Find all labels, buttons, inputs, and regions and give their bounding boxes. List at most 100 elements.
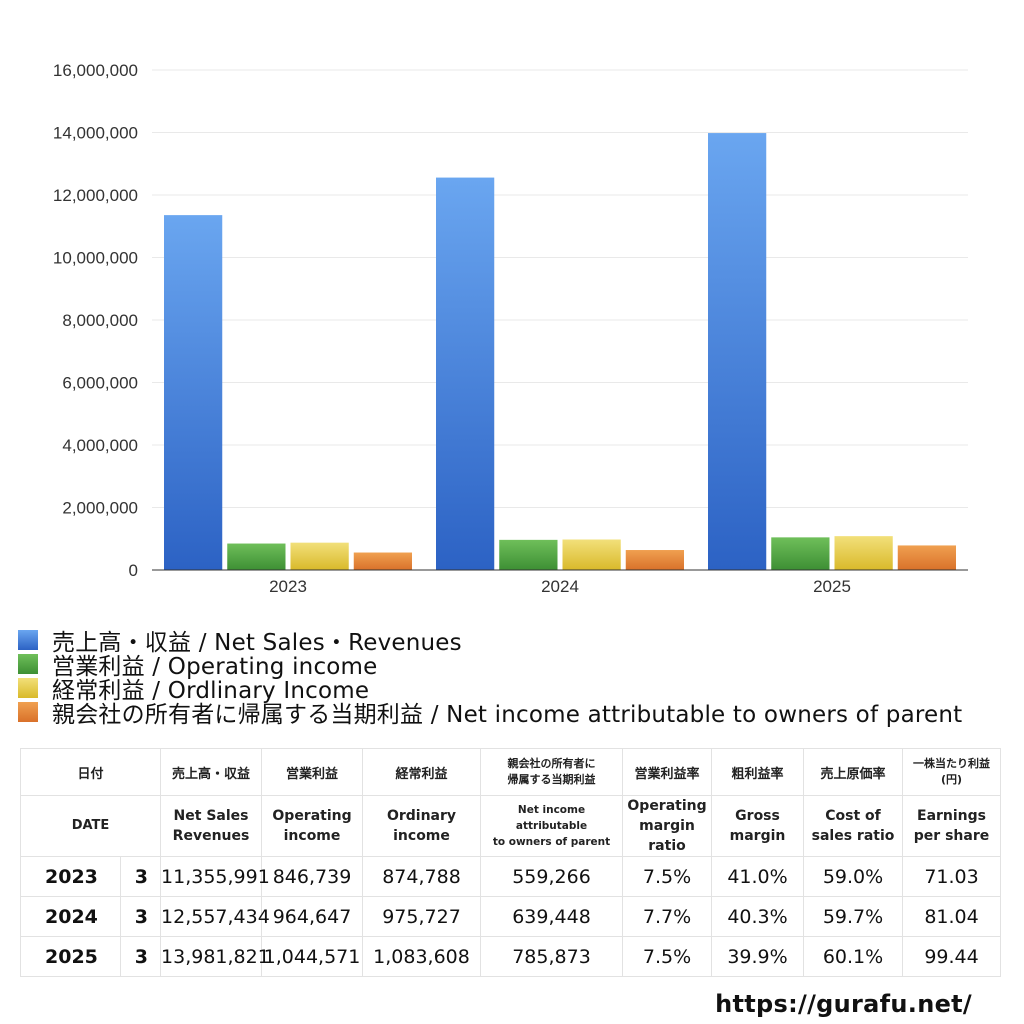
bar-ordinary-income-2025 bbox=[834, 536, 893, 570]
header-ordinary-en-line1: Ordinary bbox=[386, 808, 457, 824]
bar-net-sales-2025 bbox=[708, 133, 767, 570]
bar-net-income-2024 bbox=[625, 550, 684, 570]
legend-swatch-net-sales bbox=[18, 630, 38, 650]
header-net-income-en: Net income attributable to owners of par… bbox=[480, 795, 624, 857]
bar-operating-income-2023 bbox=[227, 543, 286, 570]
y-tick-label: 6,000,000 bbox=[62, 374, 138, 393]
header-ordinary-ja: 経常利益 bbox=[362, 748, 482, 796]
header-net-income-ja-line1: 親会社の所有者に bbox=[507, 757, 596, 770]
cell-op-margin: 7.5% bbox=[622, 856, 713, 897]
header-gross-margin-ja: 粗利益率 bbox=[711, 748, 805, 796]
legend: 売上高・収益 / Net Sales・Revenues 営業利益 / Opera… bbox=[18, 628, 962, 728]
financial-table: 日付 売上高・収益 営業利益 経常利益 親会社の所有者に 帰属する当期利益 営業… bbox=[19, 748, 1002, 977]
cell-gross-margin: 41.0% bbox=[711, 856, 805, 897]
y-tick-label: 12,000,000 bbox=[53, 186, 138, 205]
table-row: 2024 3 12,557,434 964,647 975,727 639,44… bbox=[20, 896, 1002, 937]
header-operating-en-line1: Operating bbox=[272, 808, 352, 824]
header-ordinary-en-line2: income bbox=[393, 828, 450, 844]
header-op-margin-ja: 営業利益率 bbox=[622, 748, 713, 796]
y-tick-label: 10,000,000 bbox=[53, 249, 138, 268]
grid-lines bbox=[152, 69, 968, 508]
legend-swatch-ordinary-income bbox=[18, 678, 38, 698]
header-op-margin-en-line1: Operating bbox=[627, 798, 707, 814]
bars bbox=[164, 133, 956, 570]
header-eps-en-line2: per share bbox=[913, 828, 990, 844]
cell-op-margin: 7.7% bbox=[622, 896, 713, 937]
legend-swatch-net-income bbox=[18, 702, 38, 722]
cell-cost-ratio: 59.7% bbox=[803, 896, 904, 937]
cell-op-margin: 7.5% bbox=[622, 936, 713, 977]
table-row: 2025 3 13,981,821 1,044,571 1,083,608 78… bbox=[20, 936, 1002, 977]
header-eps-en-line1: Earnings bbox=[917, 808, 987, 824]
cell-net-income: 785,873 bbox=[480, 936, 624, 977]
bar-ordinary-income-2023 bbox=[290, 542, 349, 570]
header-sales-ja: 売上高・収益 bbox=[160, 748, 263, 796]
bar-chart: 0 2,000,000 4,000,000 6,000,000 8,000,000 10,… bbox=[53, 61, 968, 596]
legend-item-ordinary-income: 経常利益 / Ordlinary Income bbox=[18, 676, 962, 704]
cell-operating: 1,044,571 bbox=[261, 936, 364, 977]
cell-net-income: 559,266 bbox=[480, 856, 624, 897]
legend-item-net-sales: 売上高・収益 / Net Sales・Revenues bbox=[18, 628, 962, 656]
legend-item-operating-income: 営業利益 / Operating income bbox=[18, 652, 962, 680]
header-eps-ja: 一株当たり利益 (円) bbox=[902, 748, 1002, 796]
cell-sales: 12,557,434 bbox=[160, 896, 270, 937]
cell-ordinary: 874,788 bbox=[362, 856, 482, 897]
header-ordinary-en: Ordinary income bbox=[362, 795, 482, 857]
y-tick-label: 2,000,000 bbox=[62, 499, 138, 518]
y-tick-label: 8,000,000 bbox=[62, 311, 138, 330]
header-cost-ratio-en: Cost of sales ratio bbox=[803, 795, 904, 857]
header-net-income-en-line1: Net income attributable bbox=[515, 804, 588, 832]
bar-net-income-2023 bbox=[353, 552, 412, 570]
cell-year: 2024 bbox=[20, 896, 121, 937]
header-net-income-ja: 親会社の所有者に 帰属する当期利益 bbox=[480, 748, 624, 796]
x-tick-label: 2025 bbox=[813, 577, 851, 596]
header-operating-en: Operating income bbox=[261, 795, 364, 857]
bar-operating-income-2025 bbox=[771, 537, 830, 570]
table-row: 2023 3 11,355,991 846,739 874,788 559,26… bbox=[20, 856, 1002, 897]
cell-sales: 13,981,821 bbox=[160, 936, 270, 977]
header-sales-en-line1: Net Sales bbox=[173, 808, 249, 824]
header-cost-ratio-ja: 売上原価率 bbox=[803, 748, 904, 796]
cell-ordinary: 1,083,608 bbox=[362, 936, 482, 977]
legend-label: 親会社の所有者に帰属する当期利益 / Net income attributab… bbox=[52, 702, 963, 728]
y-tick-label: 16,000,000 bbox=[53, 61, 138, 80]
header-sales-en-line2: Revenues bbox=[172, 828, 250, 844]
header-cost-ratio-en-line1: Cost of bbox=[825, 808, 881, 824]
y-tick-label: 0 bbox=[129, 561, 138, 580]
header-date-en: DATE bbox=[19, 795, 162, 857]
header-operating-en-line2: income bbox=[283, 828, 341, 844]
legend-label: 営業利益 / Operating income bbox=[52, 654, 378, 680]
header-gross-margin-en: Gross margin bbox=[711, 795, 805, 857]
cell-operating: 846,739 bbox=[261, 856, 364, 897]
cell-eps: 99.44 bbox=[902, 936, 1002, 977]
header-gross-margin-en-line1: Gross bbox=[735, 808, 780, 824]
cell-ordinary: 975,727 bbox=[362, 896, 482, 937]
table-header-english: DATE Net Sales Revenues Operating income… bbox=[19, 795, 1002, 857]
bar-net-sales-2023 bbox=[164, 215, 223, 570]
header-eps-en: Earnings per share bbox=[902, 795, 1002, 857]
cell-eps: 81.04 bbox=[902, 896, 1002, 937]
header-sales-en: Net Sales Revenues bbox=[160, 795, 263, 857]
bar-net-sales-2024 bbox=[436, 177, 495, 570]
bar-operating-income-2024 bbox=[499, 539, 558, 570]
header-eps-ja-line1: 一株当たり利益 bbox=[913, 757, 991, 770]
cell-operating: 964,647 bbox=[261, 896, 364, 937]
header-op-margin-en-line2: margin bbox=[639, 818, 695, 834]
cell-year: 2025 bbox=[20, 936, 121, 977]
header-net-income-ja-line2: 帰属する当期利益 bbox=[507, 773, 596, 786]
bar-net-income-2025 bbox=[897, 545, 956, 570]
header-op-margin-en-line3: ratio bbox=[648, 838, 686, 854]
legend-label: 経常利益 / Ordlinary Income bbox=[52, 678, 370, 704]
cell-cost-ratio: 59.0% bbox=[803, 856, 904, 897]
watermark-url: https://gurafu.net/ bbox=[715, 990, 972, 1018]
x-tick-label: 2023 bbox=[269, 577, 307, 596]
cell-cost-ratio: 60.1% bbox=[803, 936, 904, 977]
cell-month: 3 bbox=[119, 856, 162, 897]
legend-item-net-income: 親会社の所有者に帰属する当期利益 / Net income attributab… bbox=[18, 700, 962, 728]
header-date-ja: 日付 bbox=[19, 748, 162, 796]
y-axis-tick-labels: 0 2,000,000 4,000,000 6,000,000 8,000,000 10,… bbox=[53, 61, 138, 580]
table-header-japanese: 日付 売上高・収益 営業利益 経常利益 親会社の所有者に 帰属する当期利益 営業… bbox=[19, 748, 1002, 796]
cell-month: 3 bbox=[119, 896, 162, 937]
header-operating-ja: 営業利益 bbox=[261, 748, 364, 796]
x-tick-label: 2024 bbox=[541, 577, 579, 596]
